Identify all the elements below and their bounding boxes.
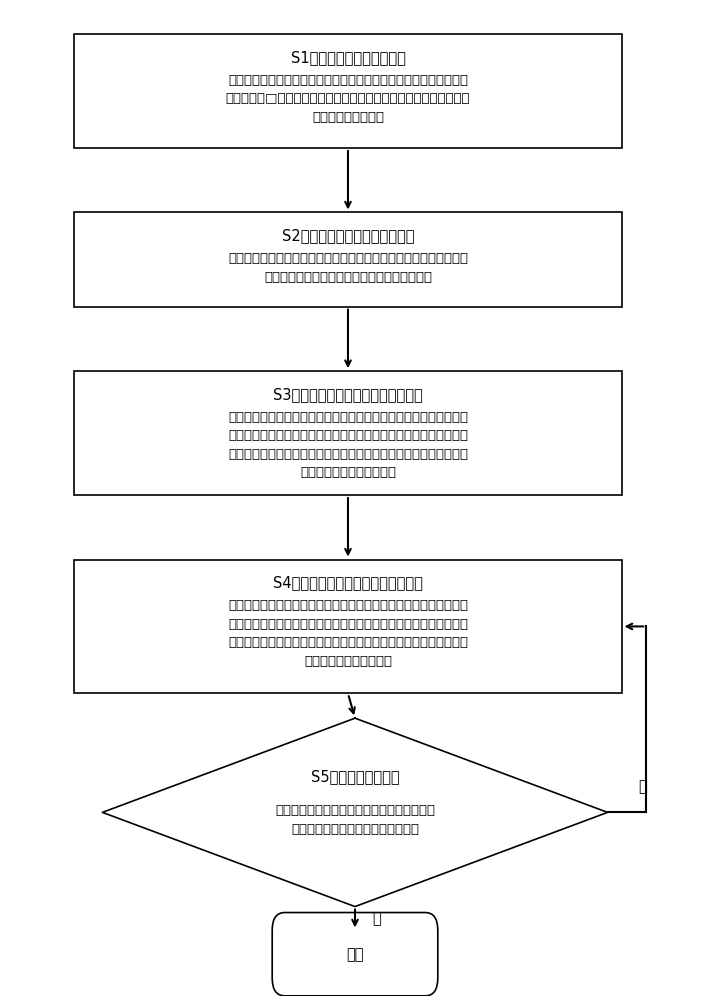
Text: 将不同的焊接后细化结构进行总装焊接，得到支架总体结构，对支架
总体结构进行焊接变形量测量，大数据平台根据支架总体结构的焊接
变形量选择激光喷丸校形参数，再通过激: 将不同的焊接后细化结构进行总装焊接，得到支架总体结构，对支架 总体结构进行焊接变… (228, 599, 468, 668)
FancyBboxPatch shape (75, 212, 622, 307)
FancyBboxPatch shape (272, 913, 438, 996)
Text: S2）航空发动机支架结构细化：: S2）航空发动机支架结构细化： (282, 228, 414, 243)
Text: S4）支架总装焊接及激光喷丸校形：: S4）支架总装焊接及激光喷丸校形： (273, 575, 423, 590)
FancyBboxPatch shape (75, 371, 622, 495)
Text: 通过计算机仿真及激光喷丸试验确定激光喷丸校形参数与焊接变形量
的对应关系□通过大数据平台对激光喷丸校形参数与焊接变形量的对
应关系进行分析存储: 通过计算机仿真及激光喷丸试验确定激光喷丸校形参数与焊接变形量 的对应关系□通过大… (226, 74, 470, 124)
Text: 将不同的细化结构分别进行焊接，得到焊接后细化结构，对焊接后细
化结构进行焊接变形量测量，大数据平台根据焊接后细化结构的焊接
变形量选择激光喷丸校形参数，并通过激: 将不同的细化结构分别进行焊接，得到焊接后细化结构，对焊接后细 化结构进行焊接变形… (228, 411, 468, 479)
FancyBboxPatch shape (75, 560, 622, 693)
Text: 是: 是 (638, 780, 647, 795)
Text: 结束: 结束 (346, 947, 364, 962)
Polygon shape (102, 718, 608, 907)
Text: 对支架总体结构的校形效果进行检测，判断是
否需要对支架总体结构进行二次校形: 对支架总体结构的校形效果进行检测，判断是 否需要对支架总体结构进行二次校形 (275, 804, 435, 836)
Text: 否: 否 (373, 911, 381, 926)
Text: S5）校形效果检测：: S5）校形效果检测： (311, 769, 399, 784)
FancyBboxPatch shape (75, 34, 622, 148)
Text: S3）细化结构焊接及激光喷丸校形：: S3）细化结构焊接及激光喷丸校形： (273, 387, 423, 402)
Text: 将航空发动机支架结构细化为细化结构，细化结构包括直管对接焊结
构、直圆管对接焊结构、直圆管组合对接焊结构: 将航空发动机支架结构细化为细化结构，细化结构包括直管对接焊结 构、直圆管对接焊结… (228, 252, 468, 284)
Text: S1）建立对应关系数据库：: S1）建立对应关系数据库： (290, 50, 405, 65)
